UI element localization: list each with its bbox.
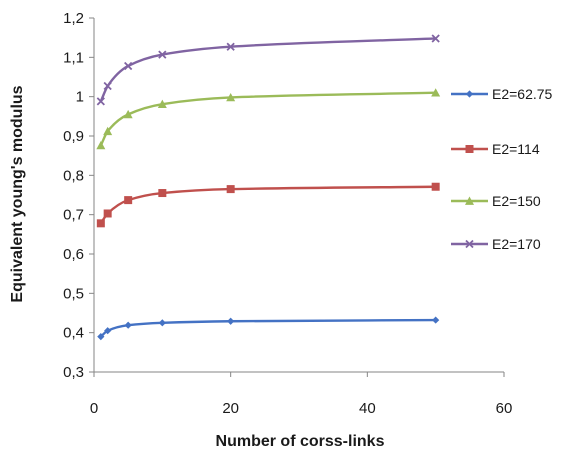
- y-tick-label: 0,4: [63, 325, 84, 342]
- legend-item-2: E2=114: [451, 141, 540, 157]
- data-point: [158, 50, 167, 59]
- y-axis-title: Equivalent young's modulus: [9, 85, 26, 302]
- data-point: [103, 81, 112, 91]
- x-tick-label: 20: [222, 400, 239, 417]
- y-tick-label: 1,2: [63, 10, 84, 27]
- legend-label: E2=150: [492, 193, 541, 209]
- series-3: [96, 88, 441, 150]
- data-point: [123, 109, 133, 119]
- data-point: [158, 189, 167, 198]
- y-tick-label: 0,9: [63, 128, 84, 145]
- data-point: [97, 333, 105, 341]
- data-point: [226, 42, 235, 51]
- x-tick-label: 40: [359, 400, 376, 417]
- x-axis-title: Number of corss-links: [216, 433, 385, 450]
- data-point: [96, 219, 105, 228]
- data-point: [103, 126, 113, 136]
- series-1: [97, 316, 440, 341]
- legend-label: E2=170: [492, 236, 541, 252]
- legend-item-4: E2=170: [451, 236, 541, 252]
- legend-marker: [465, 145, 474, 153]
- y-tick-label: 1,1: [63, 49, 84, 66]
- data-point: [124, 321, 132, 329]
- x-tick-label: 0: [90, 400, 98, 417]
- data-point: [96, 140, 106, 150]
- series-4: [96, 34, 440, 106]
- series-2: [96, 182, 440, 228]
- series-line: [99, 185, 436, 225]
- data-point: [432, 316, 440, 324]
- legend-item-1: E2=62.75: [451, 86, 553, 102]
- y-tick-label: 1: [76, 89, 84, 106]
- data-point: [431, 182, 440, 191]
- legend-marker: [465, 239, 474, 249]
- legend-marker: [465, 90, 474, 98]
- legend-label: E2=114: [492, 141, 540, 157]
- y-tick-label: 0,3: [63, 364, 84, 381]
- y-tick-label: 0,6: [63, 246, 84, 263]
- legend-item-3: E2=150: [451, 193, 541, 209]
- data-point: [157, 99, 167, 108]
- series-line: [99, 91, 436, 146]
- x-tick-label: 60: [496, 400, 513, 417]
- data-point: [226, 92, 236, 102]
- data-point: [158, 319, 166, 327]
- y-tick-label: 0,7: [63, 207, 84, 224]
- series-layer: [96, 34, 441, 341]
- data-point: [103, 209, 112, 218]
- data-point: [227, 317, 235, 325]
- data-point: [226, 185, 235, 194]
- data-point: [431, 34, 440, 43]
- data-point: [124, 61, 133, 71]
- legend-marker: [465, 196, 474, 205]
- data-point: [104, 327, 112, 335]
- data-point: [431, 88, 441, 97]
- data-point: [124, 196, 133, 205]
- y-tick-label: 0,5: [63, 285, 84, 302]
- legend: E2=62.75 E2=114 E2=150 E2=170: [451, 86, 553, 252]
- series-line: [99, 37, 436, 102]
- y-tick-label: 0,8: [63, 167, 84, 184]
- axes: 0,3 0,4 0,5 0,6 0,7 0,8 0,9 1 1,1 1,2 0 20 40 60: [63, 10, 512, 417]
- series-line: [100, 318, 436, 338]
- legend-label: E2=62.75: [492, 86, 553, 102]
- data-point: [96, 97, 105, 106]
